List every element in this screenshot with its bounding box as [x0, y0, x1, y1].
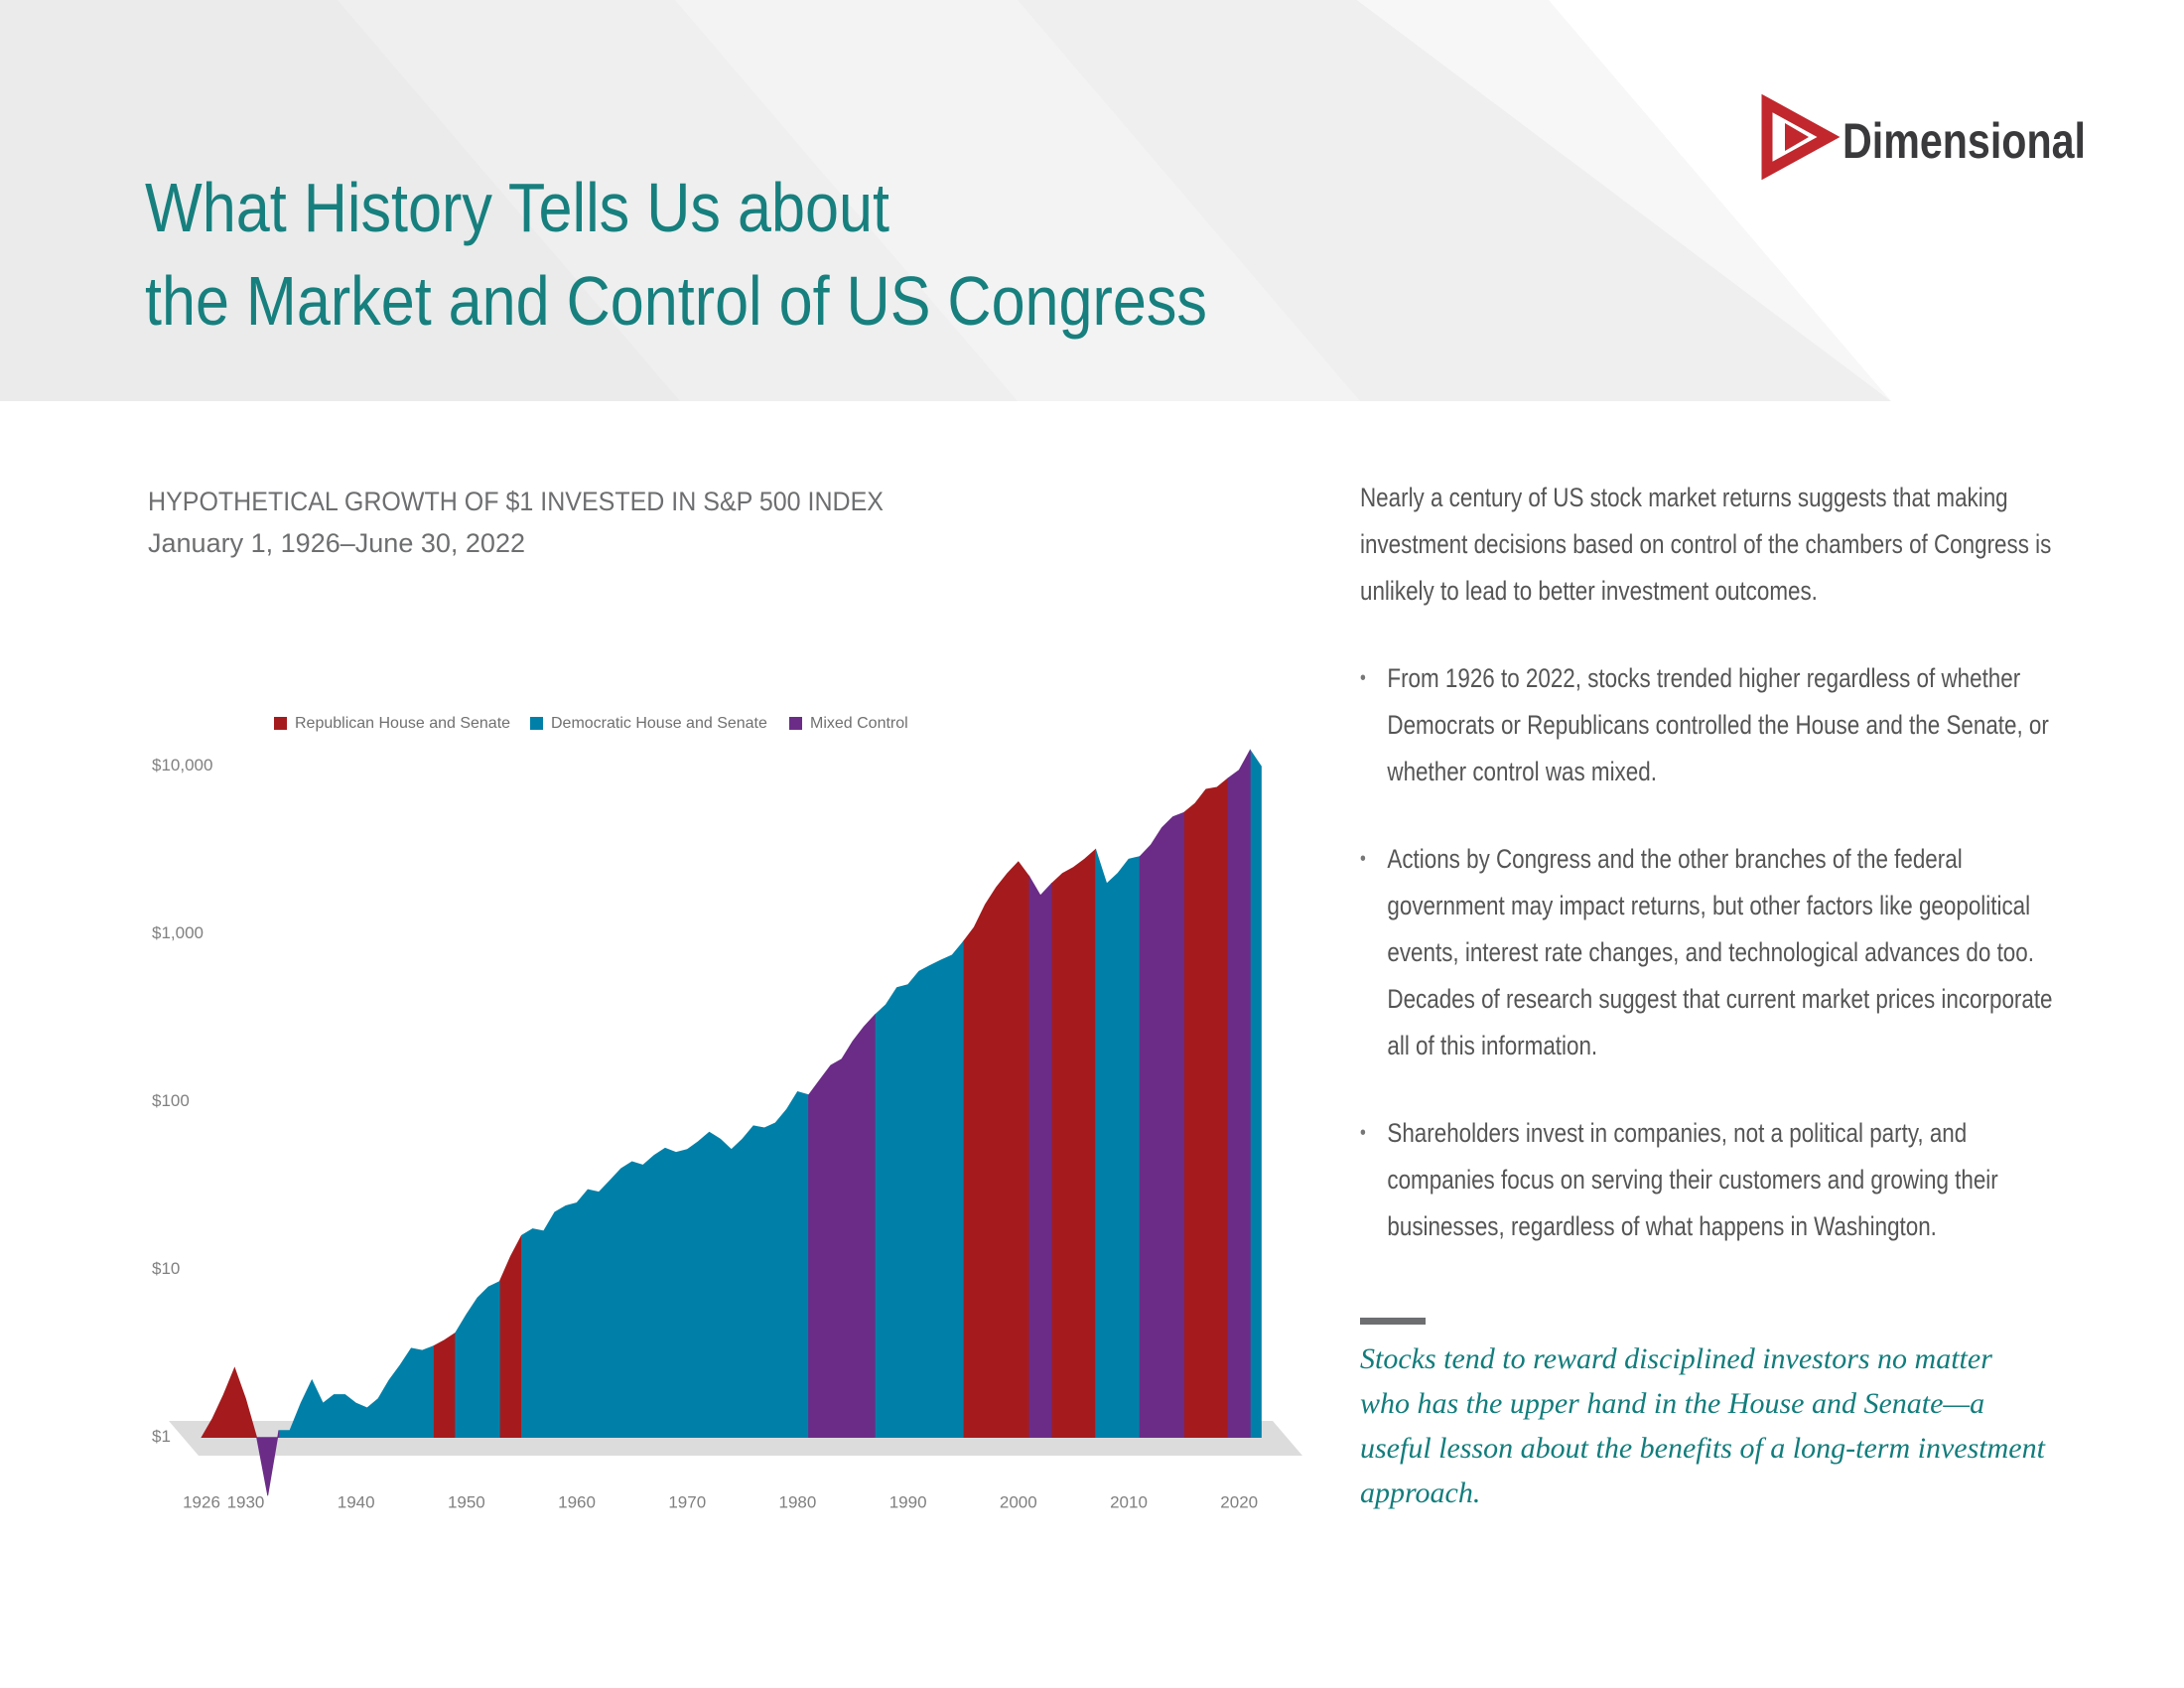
pull-quote: Stocks tend to reward disciplined invest…	[1360, 1342, 2045, 1509]
header-facet	[675, 0, 1360, 401]
y-tick-label: $100	[152, 1091, 190, 1110]
x-tick-label: 1970	[668, 1492, 706, 1511]
x-tick-label: 1930	[227, 1492, 265, 1511]
x-tick-label: 1990	[889, 1492, 927, 1511]
area	[256, 750, 1251, 1496]
x-tick-label: 1960	[558, 1492, 596, 1511]
x-tick-label: 1950	[448, 1492, 485, 1511]
x-tick-label: 2000	[1000, 1492, 1037, 1511]
text-column: Nearly a century of US stock market retu…	[1360, 475, 2080, 1250]
area	[278, 749, 1262, 1439]
legend-swatch	[530, 717, 543, 730]
chart-title: HYPOTHETICAL GROWTH OF $1 INVESTED IN S&…	[148, 487, 884, 516]
logo-mark	[1785, 123, 1809, 151]
intro-paragraph: Nearly a century of US stock market retu…	[1360, 483, 2052, 606]
logo-text: Dimensional	[1843, 113, 2086, 169]
legend-swatch	[274, 717, 287, 730]
x-tick-label: 1980	[779, 1492, 817, 1511]
chart-subtitle: January 1, 1926–June 30, 2022	[148, 528, 525, 558]
page-title-line: What History Tells Us about	[145, 169, 889, 246]
page-title-line: the Market and Control of US Congress	[145, 262, 1207, 340]
legend-label: Mixed Control	[810, 715, 908, 732]
x-tick-label: 2010	[1110, 1492, 1148, 1511]
quote-rule	[1360, 1318, 1426, 1325]
x-tick-label: 1926	[183, 1492, 220, 1511]
y-tick-label: $1	[152, 1427, 171, 1446]
y-tick-label: $10,000	[152, 756, 212, 774]
x-tick-label: 2020	[1220, 1492, 1258, 1511]
legend-label: Democratic House and Senate	[551, 715, 767, 732]
x-tick-label: 1940	[338, 1492, 375, 1511]
y-tick-label: $10	[152, 1259, 180, 1278]
logo-mark	[1761, 93, 1841, 181]
y-tick-label: $1,000	[152, 923, 204, 942]
bullet-list: From 1926 to 2022, stocks trended higher…	[1360, 655, 2080, 1250]
bullet-item: Actions by Congress and the other branch…	[1360, 836, 2080, 1069]
bullet-item: From 1926 to 2022, stocks trended higher…	[1360, 655, 2080, 795]
legend-swatch	[789, 717, 802, 730]
header-facet	[0, 0, 680, 401]
legend-label: Republican House and Senate	[295, 715, 510, 732]
header-facet	[1357, 0, 1891, 401]
bullet-item: Shareholders invest in companies, not a …	[1360, 1110, 2080, 1250]
